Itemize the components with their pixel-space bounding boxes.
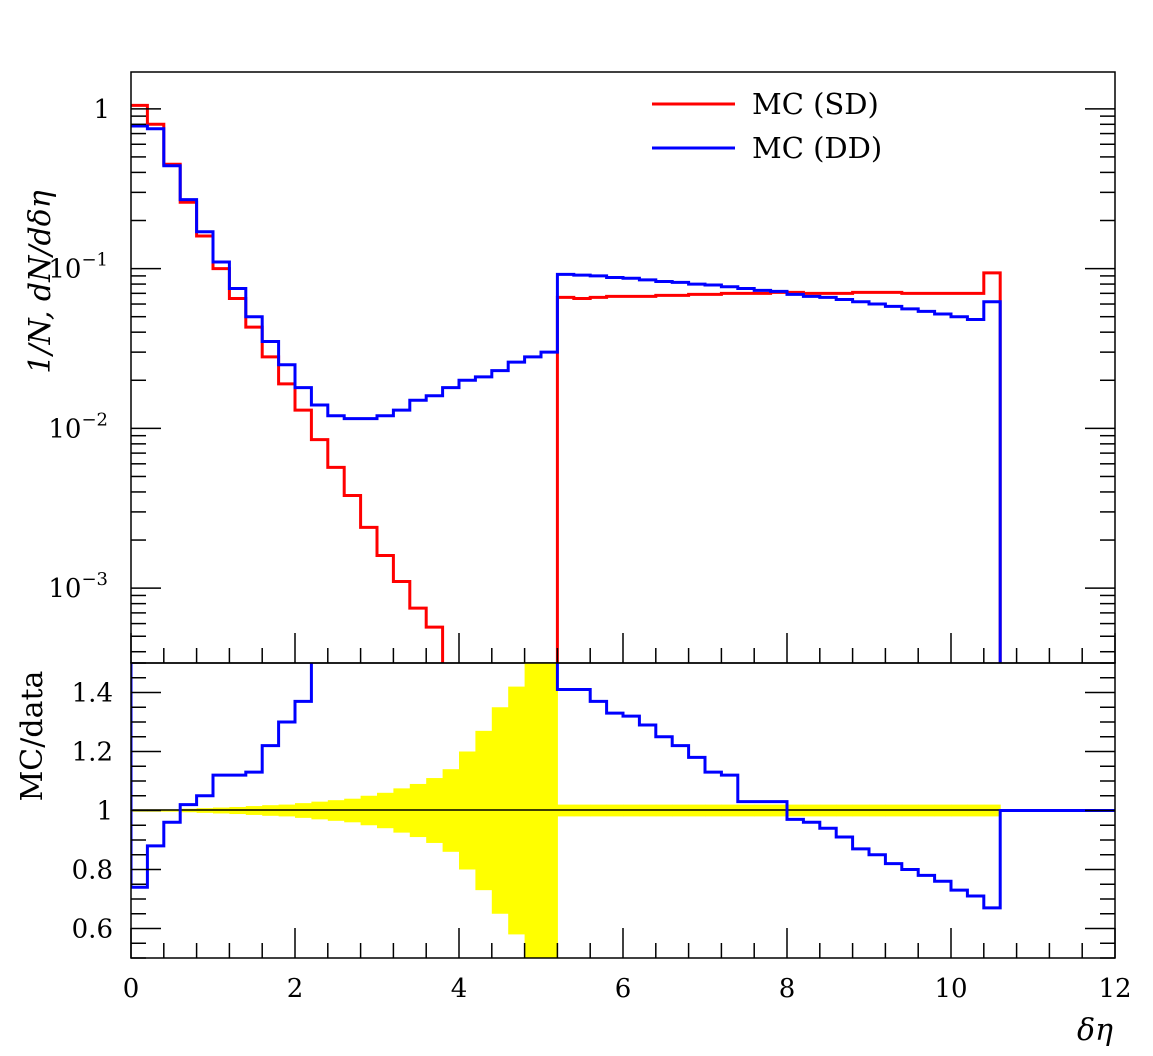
main-y-tick-label: 10−3 — [48, 569, 108, 604]
main-series-line-0 — [131, 103, 1002, 663]
x-tick-label: 0 — [123, 974, 140, 1004]
ratio-y-tick-label: 1.4 — [72, 679, 113, 709]
legend-label-1: MC (DD) — [752, 131, 882, 165]
main-y-tick-labels: 1 10−1 10−2 10−3 — [48, 95, 110, 604]
main-y-tick-label: 10−2 — [48, 409, 108, 444]
ratio-y-tick-label: 1 — [96, 797, 113, 827]
ratio-ticks-layer — [130, 662, 1116, 959]
ratio-panel: 0.6 0.8 1 1.2 1.4 0 2 4 6 8 10 12 MC/data δη — [15, 662, 1132, 1048]
x-tick-label: 8 — [779, 974, 796, 1004]
x-tick-label: 4 — [451, 974, 468, 1004]
main-series-line-1 — [131, 124, 1002, 663]
ratio-series-layer — [131, 663, 1115, 910]
main-y-tick-label: 1 — [93, 95, 110, 125]
legend: MC (SD) MC (DD) — [652, 87, 882, 165]
main-panel: 1 10−1 10−2 10−3 1/N, dN/dδη MC (SD) MC (DD) — [23, 71, 1116, 664]
ratio-series-line-0-seg-0 — [131, 663, 313, 889]
ratio-y-axis-title: MC/data — [15, 670, 50, 801]
x-tick-label: 2 — [287, 974, 304, 1004]
ratio-y-tick-labels: 0.6 0.8 1 1.2 1.4 — [72, 679, 113, 945]
main-series-layer — [131, 103, 1002, 663]
x-tick-label: 6 — [615, 974, 632, 1004]
ratio-y-tick-label: 0.8 — [72, 856, 113, 886]
x-tick-label: 12 — [1098, 974, 1131, 1004]
ratio-y-tick-label: 1.2 — [72, 738, 113, 768]
main-y-tick-label: 10−1 — [48, 250, 108, 285]
ratio-plot-frame — [130, 662, 1116, 959]
main-y-axis-title: 1/N, dN/dδη — [23, 190, 58, 373]
x-tick-labels: 0 2 4 6 8 10 12 — [123, 974, 1132, 1004]
ratio-y-tick-label: 0.6 — [72, 915, 113, 945]
main-ticks-layer — [130, 108, 1116, 663]
x-axis-title: δη — [1077, 1013, 1113, 1048]
ratio-series-line-0-seg-1 — [555, 663, 1115, 910]
x-tick-label: 10 — [934, 974, 967, 1004]
legend-label-0: MC (SD) — [752, 87, 879, 121]
